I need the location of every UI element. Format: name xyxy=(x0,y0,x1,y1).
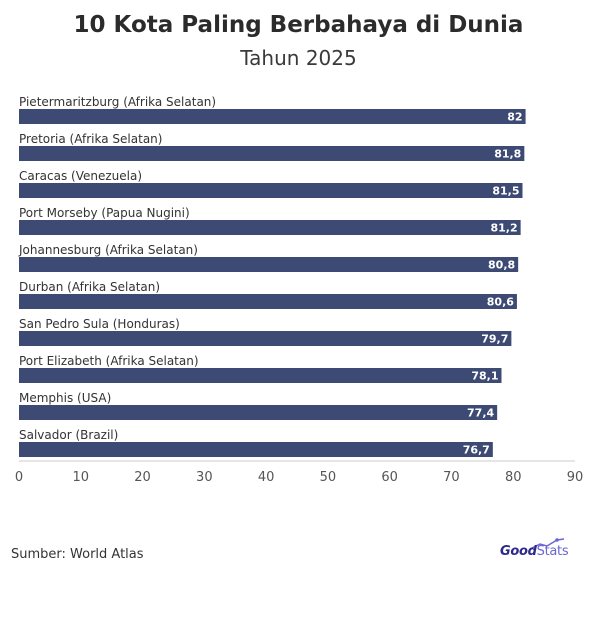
category-label: Port Elizabeth (Afrika Selatan) xyxy=(19,354,199,368)
x-tick-label: 40 xyxy=(258,470,275,485)
x-tick-label: 20 xyxy=(134,470,151,485)
bar xyxy=(19,183,523,198)
x-tick-label: 90 xyxy=(567,470,584,485)
category-label: Pietermaritzburg (Afrika Selatan) xyxy=(19,95,216,109)
data-label: 82 xyxy=(507,111,522,124)
bar xyxy=(19,109,526,124)
x-tick-label: 10 xyxy=(73,470,90,485)
category-label: Pretoria (Afrika Selatan) xyxy=(19,132,162,146)
data-label: 78,1 xyxy=(471,370,498,383)
chart-subtitle: Tahun 2025 xyxy=(240,46,357,70)
data-label: 77,4 xyxy=(467,407,494,420)
data-label: 81,5 xyxy=(492,185,519,198)
bar xyxy=(19,331,512,346)
bar xyxy=(19,146,525,161)
bar xyxy=(19,257,519,272)
bar xyxy=(19,442,493,457)
data-label: 80,8 xyxy=(488,259,515,272)
data-label: 76,7 xyxy=(463,444,490,457)
x-tick-label: 60 xyxy=(381,470,398,485)
x-tick-label: 30 xyxy=(196,470,213,485)
goodstats-logo: GoodStats xyxy=(500,544,569,559)
bar xyxy=(19,368,502,383)
category-label: Memphis (USA) xyxy=(19,391,111,405)
category-label: Johannesburg (Afrika Selatan) xyxy=(18,243,198,257)
data-label: 81,8 xyxy=(494,148,521,161)
data-label: 79,7 xyxy=(481,333,508,346)
category-label: Salvador (Brazil) xyxy=(19,428,118,442)
bars-layer: Pietermaritzburg (Afrika Selatan) 82 Preto… xyxy=(18,95,526,457)
brand-text-stats: Stats xyxy=(536,544,569,559)
bar xyxy=(19,405,498,420)
x-tick-label: 80 xyxy=(505,470,522,485)
category-label: Durban (Afrika Selatan) xyxy=(19,280,160,294)
bar xyxy=(19,294,517,309)
x-tick-label: 70 xyxy=(443,470,460,485)
bar-chart: Pietermaritzburg (Afrika Selatan) 82 Preto… xyxy=(15,95,584,485)
bar xyxy=(19,220,521,235)
chart-title: 10 Kota Paling Berbahaya di Dunia xyxy=(73,12,524,38)
x-tick-label: 50 xyxy=(320,470,337,485)
category-label: Port Morseby (Papua Nugini) xyxy=(19,206,190,220)
growth-chart-icon xyxy=(531,538,565,549)
data-label: 81,2 xyxy=(490,222,517,235)
brand-text-good: Good xyxy=(500,544,537,559)
source-note: Sumber: World Atlas xyxy=(11,547,144,562)
x-axis: 0 10 20 30 40 50 60 70 80 90 xyxy=(15,460,584,485)
category-label: Caracas (Venezuela) xyxy=(19,169,142,183)
data-label: 80,6 xyxy=(487,296,514,309)
x-tick-label: 0 xyxy=(15,470,23,485)
category-label: San Pedro Sula (Honduras) xyxy=(19,317,180,331)
